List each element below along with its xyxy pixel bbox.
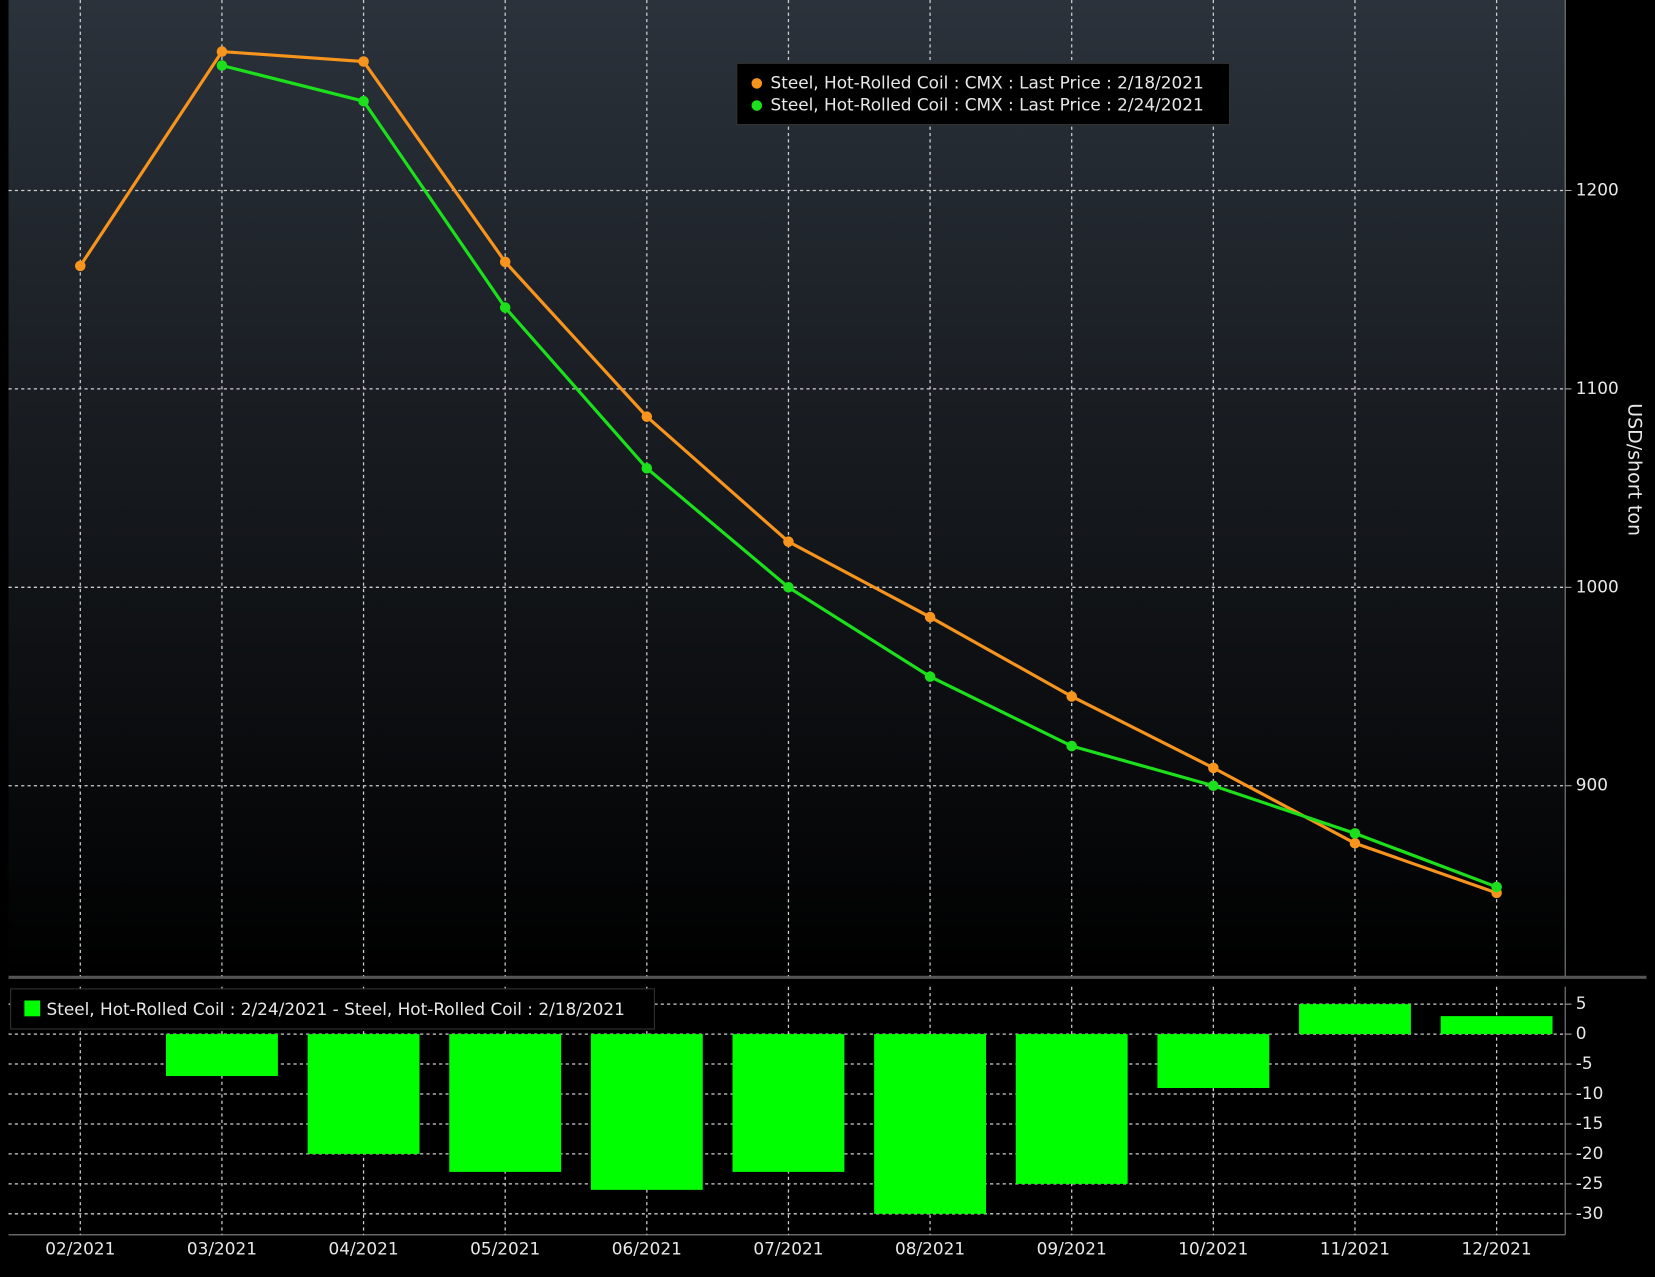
point — [1066, 740, 1077, 752]
legend-label: Steel, Hot-Rolled Coil : CMX : Last Pric… — [771, 95, 1204, 115]
bar — [1015, 1034, 1128, 1184]
point — [1208, 762, 1219, 774]
point — [75, 260, 86, 272]
y-tick-label: -30 — [1576, 1203, 1604, 1223]
x-tick-label: 03/2021 — [187, 1239, 257, 1259]
bar — [732, 1034, 845, 1172]
y-tick-label: -5 — [1576, 1053, 1593, 1073]
x-tick-label: 11/2021 — [1320, 1239, 1390, 1259]
y-tick-label: 900 — [1576, 775, 1608, 795]
y-tick-label: -20 — [1576, 1143, 1604, 1163]
point — [1349, 828, 1361, 839]
point — [1349, 838, 1361, 849]
y-tick-label: 5 — [1576, 993, 1587, 1013]
y-tick-label: -25 — [1576, 1173, 1604, 1193]
point — [641, 411, 653, 422]
point — [358, 56, 369, 67]
point — [783, 582, 794, 593]
x-tick-label: 07/2021 — [753, 1239, 823, 1259]
x-tick-label: 05/2021 — [470, 1239, 540, 1259]
legend-box — [736, 62, 1231, 126]
y-tick-label: 0 — [1576, 1023, 1587, 1043]
bar — [165, 1034, 278, 1077]
bar — [449, 1034, 562, 1172]
top-panel — [8, 0, 1566, 977]
y-axis-title: USD/short ton — [1623, 403, 1645, 536]
legend-box — [10, 988, 655, 1030]
point — [1491, 881, 1502, 893]
bar — [1440, 1016, 1553, 1035]
point — [924, 671, 936, 682]
x-tick-label: 09/2021 — [1037, 1239, 1107, 1259]
bar — [1299, 1004, 1411, 1035]
bar — [1157, 1034, 1270, 1089]
y-tick-label: 1000 — [1576, 576, 1619, 596]
x-tick-label: 04/2021 — [329, 1239, 399, 1259]
x-tick-label: 08/2021 — [895, 1239, 965, 1259]
x-tick-label: 02/2021 — [45, 1239, 115, 1259]
point — [358, 95, 369, 107]
point — [216, 60, 228, 71]
bar — [874, 1034, 987, 1214]
y-tick-label: 1200 — [1576, 179, 1619, 199]
legend-marker — [751, 100, 763, 111]
legend-marker — [24, 1000, 41, 1017]
x-tick-label: 10/2021 — [1178, 1239, 1248, 1259]
point — [499, 302, 511, 313]
x-tick-label: 12/2021 — [1462, 1239, 1532, 1259]
point — [924, 611, 936, 623]
line — [221, 63, 1498, 889]
point — [216, 46, 228, 57]
bar — [307, 1034, 420, 1154]
point — [499, 256, 511, 268]
point — [641, 462, 653, 474]
point — [1208, 780, 1219, 792]
legend-marker — [751, 78, 763, 89]
point — [1066, 691, 1077, 702]
x-tick-label: 06/2021 — [612, 1239, 682, 1259]
y-tick-label: -15 — [1576, 1113, 1604, 1133]
legend-label: Steel, Hot-Rolled Coil : 2/24/2021 - Ste… — [47, 999, 625, 1019]
legend-label: Steel, Hot-Rolled Coil : CMX : Last Pric… — [771, 72, 1204, 92]
bar — [590, 1034, 703, 1190]
point — [783, 536, 794, 547]
y-tick-label: 1100 — [1576, 378, 1619, 398]
y-tick-label: -10 — [1576, 1083, 1604, 1103]
